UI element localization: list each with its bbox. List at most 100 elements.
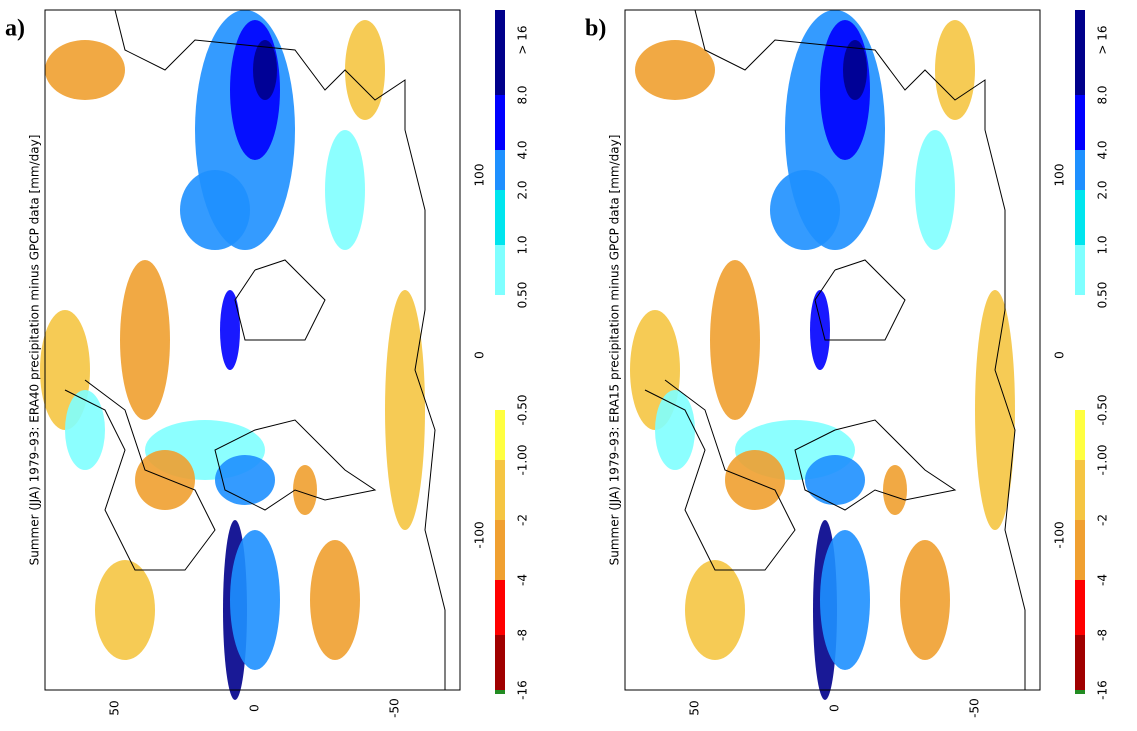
precip-patch bbox=[685, 560, 745, 660]
colorbar-label: -0.50 bbox=[1096, 394, 1110, 425]
colorbar-segment bbox=[495, 245, 505, 295]
precip-patch bbox=[915, 130, 955, 250]
colorbar-segment bbox=[495, 150, 505, 190]
map bbox=[624, 9, 1041, 700]
coastline bbox=[694, 9, 1026, 690]
lat-tick-label: 0 bbox=[248, 704, 262, 712]
colorbar-segment bbox=[495, 190, 505, 245]
colorbar-label: 0.50 bbox=[1096, 282, 1110, 309]
precip-patch bbox=[710, 260, 760, 420]
lon-tick-label: 0 bbox=[473, 351, 487, 359]
panel-title: Summer (JJA) 1979–93: ERA40 precipitatio… bbox=[28, 135, 42, 566]
colorbar-segment bbox=[495, 635, 505, 690]
precip-patch bbox=[325, 130, 365, 250]
panel: b) Summer (JJA) 1979–93: ERA15 precipitat… bbox=[585, 9, 1110, 718]
precip-patch bbox=[293, 465, 317, 515]
panel: a) Summer (JJA) 1979–93: ERA40 precipitat… bbox=[5, 9, 530, 718]
precip-patch bbox=[220, 290, 240, 370]
map bbox=[40, 9, 461, 700]
colorbar-segment bbox=[1075, 520, 1085, 580]
colorbar-segment bbox=[1075, 10, 1085, 95]
colorbar-label: -2 bbox=[1096, 514, 1110, 526]
lon-tick-label: -100 bbox=[473, 521, 487, 548]
colorbar-label: > 16 bbox=[1096, 25, 1110, 54]
colorbar-label: 8.0 bbox=[1096, 85, 1110, 104]
precip-patch bbox=[770, 170, 840, 250]
precip-patch bbox=[883, 465, 907, 515]
colorbar-label: 2.0 bbox=[516, 180, 530, 199]
colorbar-label: -8 bbox=[516, 629, 530, 641]
map-frame bbox=[44, 9, 461, 691]
colorbar-label: 4.0 bbox=[516, 140, 530, 159]
panel-title: Summer (JJA) 1979–93: ERA15 precipitatio… bbox=[608, 135, 622, 566]
colorbar-label: -0.50 bbox=[516, 394, 530, 425]
colorbar-label: -4 bbox=[1096, 574, 1110, 586]
precip-patch bbox=[253, 40, 277, 100]
coastline bbox=[234, 259, 326, 341]
precip-patch bbox=[810, 290, 830, 370]
colorbar-label: 4.0 bbox=[1096, 140, 1110, 159]
lat-tick-label: -50 bbox=[968, 698, 982, 718]
precip-patch bbox=[120, 260, 170, 420]
colorbar-label: > 16 bbox=[516, 25, 530, 54]
precip-patch bbox=[310, 540, 360, 660]
panel-label: b) bbox=[585, 16, 606, 42]
precip-patch bbox=[820, 530, 870, 670]
colorbar-segment bbox=[1075, 635, 1085, 690]
lat-tick-label: 0 bbox=[828, 704, 842, 712]
lon-tick-label: 100 bbox=[473, 164, 487, 187]
lat-tick-label: 50 bbox=[108, 700, 122, 715]
precip-patch bbox=[230, 530, 280, 670]
colorbar-label: -16 bbox=[516, 680, 530, 700]
coastline bbox=[794, 419, 957, 511]
precip-patch bbox=[180, 170, 250, 250]
colorbar-segment bbox=[495, 95, 505, 150]
precip-patch bbox=[385, 290, 425, 530]
colorbar-label: 0.50 bbox=[516, 282, 530, 309]
colorbar-segment bbox=[495, 520, 505, 580]
colorbar-label: -1.00 bbox=[516, 444, 530, 475]
coastline bbox=[644, 379, 796, 571]
colorbar-segment bbox=[495, 410, 505, 460]
panel-label: a) bbox=[5, 16, 25, 42]
map-frame bbox=[624, 9, 1041, 691]
precip-patch bbox=[345, 20, 385, 120]
colorbar-label: -1.00 bbox=[1096, 444, 1110, 475]
colorbar-label: 1.0 bbox=[1096, 235, 1110, 254]
coastline bbox=[114, 9, 446, 690]
colorbar-segment bbox=[1075, 150, 1085, 190]
lon-tick-label: 100 bbox=[1053, 164, 1067, 187]
colorbar-label: -2 bbox=[516, 514, 530, 526]
colorbar-segment bbox=[1075, 460, 1085, 520]
precip-patch bbox=[935, 20, 975, 120]
lat-tick-label: 50 bbox=[688, 700, 702, 715]
colorbar bbox=[1075, 10, 1085, 694]
lat-tick-label: -50 bbox=[388, 698, 402, 718]
colorbar-segment bbox=[1075, 245, 1085, 295]
precip-patch bbox=[975, 290, 1015, 530]
lon-tick-label: -100 bbox=[1053, 521, 1067, 548]
colorbar bbox=[495, 10, 505, 694]
colorbar-label: 2.0 bbox=[1096, 180, 1110, 199]
colorbar-label: 8.0 bbox=[516, 85, 530, 104]
colorbar-segment bbox=[495, 690, 505, 694]
colorbar-segment bbox=[1075, 190, 1085, 245]
precip-patch bbox=[655, 390, 695, 470]
colorbar-label: -16 bbox=[1096, 680, 1110, 700]
precip-patch bbox=[135, 450, 195, 510]
colorbar-segment bbox=[495, 10, 505, 95]
colorbar-label: -4 bbox=[516, 574, 530, 586]
precip-patch bbox=[843, 40, 867, 100]
lon-tick-label: 0 bbox=[1053, 351, 1067, 359]
coastline bbox=[64, 379, 216, 571]
colorbar-label: 1.0 bbox=[516, 235, 530, 254]
precip-patch bbox=[900, 540, 950, 660]
colorbar-segment bbox=[1075, 95, 1085, 150]
precip-patch bbox=[45, 40, 125, 100]
coastline bbox=[214, 419, 377, 511]
precip-patch bbox=[635, 40, 715, 100]
precip-patch bbox=[215, 455, 275, 505]
coastline bbox=[814, 259, 906, 341]
colorbar-segment bbox=[1075, 690, 1085, 694]
